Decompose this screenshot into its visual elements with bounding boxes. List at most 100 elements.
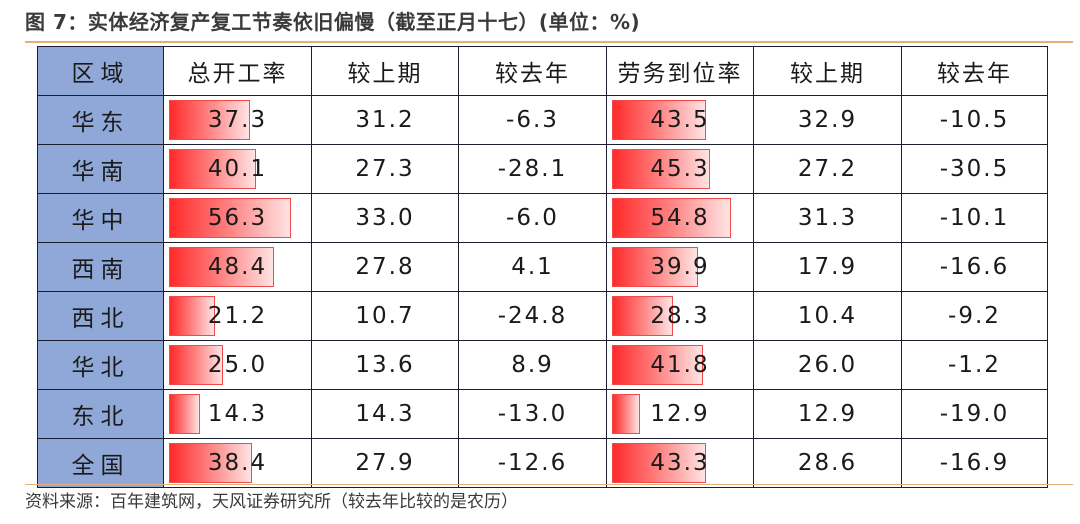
cell-labor-rate-bar [612, 345, 703, 385]
cell-labor-rate-value: 43.5 [650, 107, 710, 133]
cell-start-rate-bar [169, 247, 274, 287]
cell-labor-vs-ly: -19.0 [901, 389, 1048, 439]
cell-start-vs-prev: 33.0 [311, 193, 459, 243]
cell-labor-rate-bar [612, 296, 674, 336]
cell-start-rate: 56.3 [163, 193, 312, 243]
cell-labor-vs-prev: 26.0 [753, 340, 902, 390]
cell-labor-rate: 54.8 [606, 193, 754, 243]
cell-start-rate-bar [169, 198, 291, 238]
cell-start-rate: 25.0 [163, 340, 312, 390]
data-table: 区域 总开工率 较上期 较去年 劳务到位率 较上期 较去年 华东 37.3 31.2… [37, 46, 1048, 488]
cell-region: 华南 [37, 144, 164, 194]
cell-labor-rate: 43.5 [606, 95, 754, 145]
cell-labor-rate-value: 12.9 [650, 401, 710, 427]
cell-start-vs-ly: -12.6 [458, 438, 607, 488]
source-rule [25, 484, 1073, 485]
table-row: 华中 56.3 33.0 -6.0 54.8 31.3 -10.1 [37, 193, 1048, 243]
header-labor-rate: 劳务到位率 [606, 46, 754, 96]
cell-labor-rate: 12.9 [606, 389, 754, 439]
title-rule [25, 41, 1073, 43]
cell-region: 西北 [37, 291, 164, 341]
cell-labor-rate-bar [612, 443, 706, 483]
cell-start-vs-ly: -24.8 [458, 291, 607, 341]
cell-start-vs-ly: -6.3 [458, 95, 607, 145]
header-start-vs-ly: 较去年 [458, 46, 607, 96]
cell-labor-rate-bar [612, 149, 711, 189]
table-row: 西北 21.2 10.7 -24.8 28.3 10.4 -9.2 [37, 291, 1048, 341]
table-row: 西南 48.4 27.8 4.1 39.9 17.9 -16.6 [37, 242, 1048, 292]
table-row: 全国 38.4 27.9 -12.6 43.3 28.6 -16.9 [37, 438, 1048, 488]
cell-labor-rate: 43.3 [606, 438, 754, 488]
cell-labor-vs-ly: -30.5 [901, 144, 1048, 194]
cell-labor-rate: 39.9 [606, 242, 754, 292]
cell-start-rate-value: 37.3 [207, 107, 268, 133]
cell-start-rate-value: 25.0 [207, 352, 268, 378]
cell-labor-rate-value: 43.3 [650, 450, 710, 476]
cell-region: 华东 [37, 95, 164, 145]
table-row: 华南 40.1 27.3 -28.1 45.3 27.2 -30.5 [37, 144, 1048, 194]
cell-start-vs-prev: 27.9 [311, 438, 459, 488]
cell-start-rate-value: 56.3 [207, 205, 268, 231]
cell-labor-vs-ly: -16.9 [901, 438, 1048, 488]
cell-start-vs-ly: 8.9 [458, 340, 607, 390]
cell-start-rate: 21.2 [163, 291, 312, 341]
cell-start-rate-bar [169, 345, 224, 385]
cell-labor-vs-prev: 17.9 [753, 242, 902, 292]
cell-start-vs-ly: -28.1 [458, 144, 607, 194]
cell-labor-rate-value: 45.3 [650, 156, 710, 182]
cell-labor-rate-value: 39.9 [650, 254, 710, 280]
cell-region: 东北 [37, 389, 164, 439]
cell-start-vs-prev: 14.3 [311, 389, 459, 439]
cell-labor-vs-ly: -16.6 [901, 242, 1048, 292]
cell-labor-vs-prev: 10.4 [753, 291, 902, 341]
cell-labor-rate-bar [612, 394, 640, 434]
header-labor-vs-prev: 较上期 [753, 46, 902, 96]
cell-region: 华中 [37, 193, 164, 243]
cell-labor-vs-prev: 31.3 [753, 193, 902, 243]
cell-labor-rate-value: 41.8 [650, 352, 710, 378]
cell-start-vs-prev: 10.7 [311, 291, 459, 341]
cell-start-vs-prev: 31.2 [311, 95, 459, 145]
cell-labor-rate-value: 54.8 [650, 205, 710, 231]
cell-start-vs-ly: 4.1 [458, 242, 607, 292]
header-start-vs-prev: 较上期 [311, 46, 459, 96]
source-note: 资料来源：百年建筑网，天风证券研究所（较去年比较的是农历） [25, 492, 518, 512]
cell-start-vs-ly: -6.0 [458, 193, 607, 243]
cell-start-rate-bar [169, 443, 253, 483]
cell-start-vs-ly: -13.0 [458, 389, 607, 439]
header-labor-vs-ly: 较去年 [901, 46, 1048, 96]
cell-start-rate: 37.3 [163, 95, 312, 145]
figure-title: 图 7：实体经济复产复工节奏依旧偏慢（截至正月十七）(单位：%) [25, 10, 641, 34]
cell-start-rate-value: 48.4 [207, 254, 268, 280]
cell-labor-rate-bar [612, 100, 707, 140]
cell-labor-rate: 28.3 [606, 291, 754, 341]
cell-labor-vs-ly: -10.1 [901, 193, 1048, 243]
cell-labor-rate: 41.8 [606, 340, 754, 390]
cell-start-rate: 14.3 [163, 389, 312, 439]
cell-labor-rate-bar [612, 247, 699, 287]
cell-start-rate-value: 40.1 [207, 156, 268, 182]
header-start-rate: 总开工率 [163, 46, 312, 96]
header-region: 区域 [37, 46, 164, 96]
cell-start-rate-value: 14.3 [207, 401, 268, 427]
cell-start-rate-value: 21.2 [207, 303, 268, 329]
cell-start-vs-prev: 13.6 [311, 340, 459, 390]
cell-labor-vs-prev: 28.6 [753, 438, 902, 488]
cell-region: 全国 [37, 438, 164, 488]
cell-start-vs-prev: 27.8 [311, 242, 459, 292]
cell-labor-vs-prev: 32.9 [753, 95, 902, 145]
cell-labor-vs-prev: 27.2 [753, 144, 902, 194]
cell-labor-rate: 45.3 [606, 144, 754, 194]
cell-start-rate-value: 38.4 [207, 450, 268, 476]
cell-start-rate-bar [169, 296, 215, 336]
table-row: 东北 14.3 14.3 -13.0 12.9 12.9 -19.0 [37, 389, 1048, 439]
cell-start-rate-bar [169, 394, 200, 434]
cell-labor-vs-ly: -9.2 [901, 291, 1048, 341]
cell-start-rate-bar [169, 100, 250, 140]
cell-start-rate: 48.4 [163, 242, 312, 292]
table-row: 华东 37.3 31.2 -6.3 43.5 32.9 -10.5 [37, 95, 1048, 145]
cell-region: 华北 [37, 340, 164, 390]
cell-labor-rate-value: 28.3 [650, 303, 710, 329]
cell-start-vs-prev: 27.3 [311, 144, 459, 194]
cell-start-rate: 38.4 [163, 438, 312, 488]
